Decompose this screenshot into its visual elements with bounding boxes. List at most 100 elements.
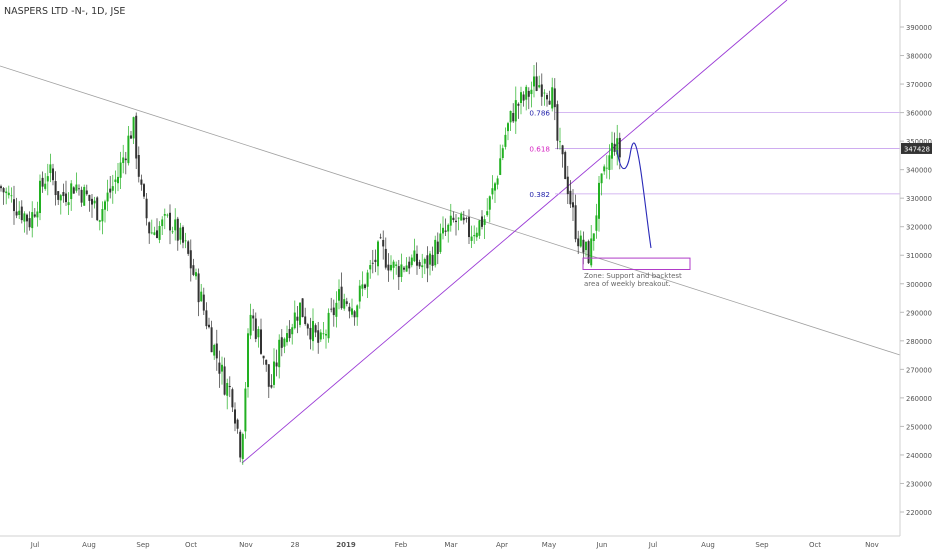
candle-down — [345, 301, 348, 304]
price-tick-label: 360000 — [906, 110, 932, 118]
candle-up — [470, 236, 473, 241]
candle-down — [444, 230, 447, 232]
candles-layer — [0, 62, 621, 465]
price-tick-label: 270000 — [906, 366, 932, 374]
candle-down — [28, 218, 31, 228]
candle-up — [163, 214, 166, 216]
candle-down — [252, 315, 255, 319]
candle-down — [561, 145, 564, 155]
candle-down — [540, 84, 543, 97]
candle-down — [182, 227, 184, 243]
candle-up — [390, 264, 392, 271]
candle-down — [156, 230, 158, 238]
candle-up — [423, 258, 426, 264]
candle-up — [520, 92, 522, 104]
candle-down — [187, 241, 190, 254]
candle-up — [551, 87, 554, 109]
candle-up — [543, 92, 546, 94]
price-tick-label: 390000 — [906, 24, 932, 32]
candle-up — [291, 327, 294, 335]
time-tick-label: Oct — [185, 541, 197, 549]
candle-down — [387, 264, 390, 271]
candle-down — [452, 217, 455, 220]
candle-up — [395, 264, 398, 266]
candle-up — [200, 291, 203, 302]
candle-down — [80, 189, 83, 203]
candle-up — [447, 224, 450, 232]
candle-up — [486, 211, 489, 216]
candle-down — [2, 188, 5, 193]
candle-up — [299, 302, 301, 325]
candle-up — [475, 232, 478, 238]
candle-up — [400, 264, 403, 277]
candle-down — [371, 262, 374, 264]
overlay-layer: 0.786 0.618 0.382 Zone: Support and backtes… — [529, 109, 691, 288]
time-tick-label: Feb — [395, 541, 408, 549]
projection-path[interactable] — [616, 142, 652, 249]
time-tick-label: Aug — [701, 541, 715, 549]
price-tick-label: 380000 — [906, 53, 932, 61]
candle-up — [132, 117, 135, 139]
ascending-trendline[interactable] — [241, 0, 788, 464]
price-axis[interactable]: 220000 230000 240000 250000 260000 270000 2800… — [900, 24, 932, 517]
candle-down — [618, 137, 621, 158]
last-price-tag — [901, 142, 932, 154]
candle-down — [455, 220, 457, 223]
last-price-label: 347428 — [904, 145, 930, 153]
candle-up — [608, 155, 611, 170]
candle-down — [426, 255, 429, 269]
descending-trendline[interactable] — [0, 65, 901, 356]
candle-up — [117, 176, 119, 184]
candle-up — [392, 261, 395, 268]
candle-down — [260, 329, 262, 354]
candle-down — [20, 206, 23, 221]
candle-up — [439, 233, 442, 252]
candle-up — [158, 225, 161, 240]
candle-up — [44, 183, 47, 189]
candle-down — [535, 76, 538, 91]
candle-down — [143, 184, 145, 197]
candle-up — [319, 332, 322, 340]
candle-up — [356, 305, 359, 318]
candle-down — [26, 214, 28, 222]
candle-up — [23, 213, 26, 222]
candle-down — [374, 259, 377, 263]
candle-up — [10, 195, 13, 197]
candle-up — [504, 134, 507, 147]
candle-down — [382, 239, 385, 247]
time-axis[interactable]: Jul Aug Sep Oct Nov 28 2019 Feb Mar Apr May Jun Jul A… — [30, 541, 879, 549]
candle-up — [18, 210, 21, 216]
candle-up — [358, 285, 361, 302]
candle-up — [184, 240, 187, 242]
candle-down — [397, 266, 400, 278]
candle-down — [353, 311, 356, 318]
candle-up — [429, 253, 431, 265]
candle-up — [460, 213, 463, 221]
candle-down — [145, 198, 148, 219]
time-tick-label: Jun — [596, 541, 608, 549]
candle-up — [501, 148, 504, 158]
candle-up — [366, 272, 369, 287]
support-zone-box[interactable] — [582, 257, 691, 270]
candle-up — [122, 157, 125, 164]
candle-up — [457, 217, 460, 219]
candle-down — [218, 362, 221, 374]
candle-down — [317, 330, 320, 343]
candle-down — [189, 250, 192, 269]
candle-up — [114, 179, 117, 182]
time-tick-label: 2019 — [336, 541, 356, 549]
zone-annotation-line-2: area of weekly breakout. — [584, 280, 671, 288]
candle-up — [442, 227, 444, 234]
candle-down — [124, 158, 127, 161]
price-tick-label: 300000 — [906, 281, 932, 289]
candle-down — [306, 324, 309, 329]
candle-up — [343, 299, 346, 309]
candle-up — [413, 250, 416, 262]
price-tick-label: 250000 — [906, 423, 932, 431]
candle-down — [582, 239, 585, 253]
candle-up — [174, 219, 177, 231]
candle-up — [278, 339, 281, 368]
candle-down — [262, 355, 265, 359]
